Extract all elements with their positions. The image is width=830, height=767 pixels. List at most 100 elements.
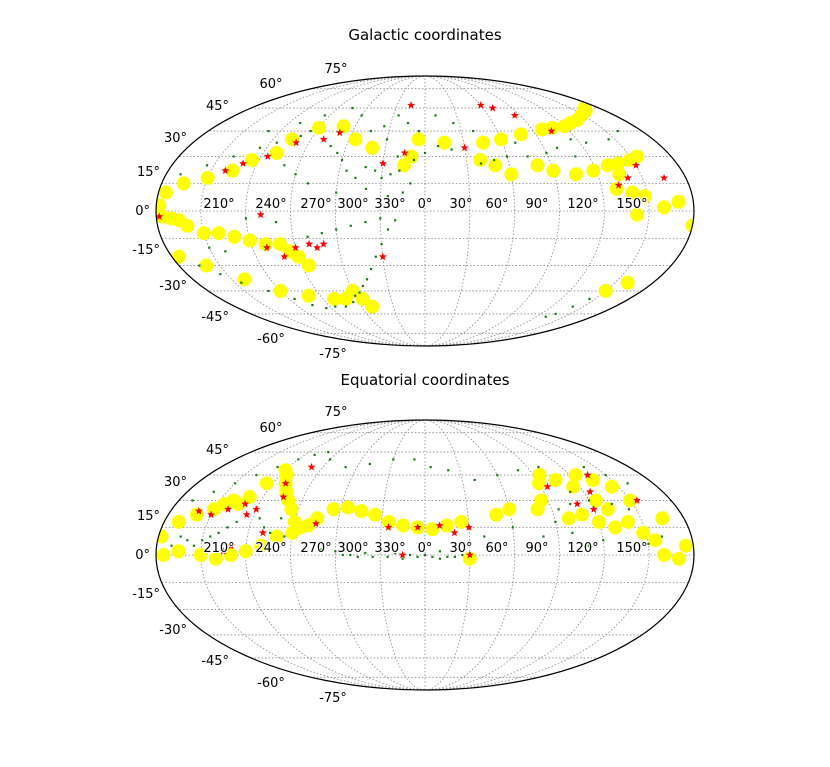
equatorial-large-marker <box>608 520 623 535</box>
equatorial-small-marker <box>269 531 272 534</box>
equatorial-star-marker <box>307 462 316 471</box>
equatorial-star-marker <box>252 505 261 513</box>
galactic-large-marker <box>273 283 288 298</box>
galactic-lat-tick-m45: -45° <box>201 310 229 325</box>
equatorial-lon-gridline <box>424 419 471 691</box>
equatorial-star-marker <box>227 541 236 550</box>
galactic-small-marker <box>198 264 201 267</box>
equatorial-small-marker <box>364 552 367 555</box>
equatorial-frame <box>155 419 695 691</box>
galactic-large-marker <box>612 167 627 182</box>
equatorial-small-marker <box>483 535 486 538</box>
galactic-large-marker <box>620 275 635 290</box>
equatorial-star-marker <box>242 510 251 519</box>
equatorial-large-marker <box>278 463 293 478</box>
galactic-small-marker <box>379 217 382 220</box>
galactic-small-marker <box>335 191 338 194</box>
equatorial-small-marker <box>423 553 427 557</box>
galactic-small-marker <box>555 146 559 149</box>
equatorial-large-marker <box>623 493 638 508</box>
equatorial-small-marker <box>392 458 395 461</box>
galactic-star-marker <box>280 252 289 261</box>
equatorial-large-marker <box>171 514 186 529</box>
equatorial-small-marker <box>537 465 540 469</box>
galactic-large-marker <box>227 229 242 244</box>
galactic-large-marker <box>476 135 490 150</box>
galactic-star-marker <box>488 103 497 112</box>
galactic-lat-tick-m30: -30° <box>159 279 187 294</box>
equatorial-small-marker <box>179 535 182 538</box>
equatorial-small-marker <box>341 553 344 557</box>
galactic-star-marker <box>292 138 301 147</box>
galactic-small-marker <box>364 221 367 224</box>
equatorial-lat-tick-45: 45° <box>206 443 229 458</box>
galactic-small-marker <box>397 114 400 117</box>
galactic-small-marker <box>293 297 296 301</box>
galactic-star-marker <box>156 212 164 220</box>
equatorial-small-marker <box>226 526 229 529</box>
galactic-small-marker <box>479 162 483 165</box>
galactic-small-marker <box>360 114 363 117</box>
equatorial-lon-gridline <box>424 419 560 691</box>
galactic-star-marker <box>319 239 328 248</box>
galactic-large-marker <box>301 288 316 303</box>
equatorial-small-marker <box>473 478 476 482</box>
galactic-large-marker <box>513 127 528 142</box>
equatorial-small-marker <box>438 550 442 553</box>
galactic-small-marker <box>380 243 383 246</box>
galactic-small-marker <box>434 114 437 117</box>
equatorial-small-marker <box>516 469 520 472</box>
equatorial-star-marker <box>279 492 288 501</box>
equatorial-star-marker <box>583 470 592 479</box>
galactic-small-marker <box>274 221 278 224</box>
galactic-small-marker <box>571 305 574 308</box>
equatorial-large-marker <box>591 514 606 529</box>
galactic-lat-tick-m60: -60° <box>257 332 285 347</box>
galactic-small-marker <box>569 138 572 141</box>
galactic-large-marker <box>225 163 240 178</box>
equatorial-lon-tick-150: 150° <box>616 541 647 556</box>
galactic-small-marker <box>401 191 404 194</box>
equatorial-lat-tick-0: 0° <box>135 548 150 563</box>
galactic-large-marker <box>630 207 645 222</box>
equatorial-large-marker <box>566 479 581 494</box>
equatorial-star-marker <box>258 528 267 537</box>
galactic-large-marker <box>671 194 686 209</box>
galactic-large-marker <box>569 167 583 182</box>
galactic-small-marker <box>364 165 367 169</box>
galactic-large-marker <box>365 299 380 314</box>
equatorial-large-marker <box>242 489 257 504</box>
equatorial-star-marker <box>543 482 552 491</box>
equatorial-large-marker <box>368 507 383 522</box>
equatorial-small-marker <box>233 482 237 485</box>
galactic-large-marker <box>530 158 545 173</box>
equatorial-small-marker <box>371 555 374 558</box>
galactic-large-marker <box>546 163 561 178</box>
galactic-title: Galactic coordinates <box>348 26 501 44</box>
galactic-star-marker <box>291 243 300 252</box>
equatorial-small-marker <box>327 450 330 454</box>
equatorial-small-marker <box>394 552 397 555</box>
equatorial-small-marker <box>368 462 371 466</box>
equatorial-large-marker <box>600 502 615 517</box>
galactic-small-marker <box>472 129 475 133</box>
equatorial-lat-tick-75: 75° <box>324 405 347 420</box>
galactic-small-marker <box>320 232 323 235</box>
equatorial-lon-tick-0: 0° <box>418 541 433 556</box>
equatorial-large-marker <box>293 520 308 535</box>
galactic-lon-tick-90: 90° <box>525 197 548 212</box>
equatorial-large-marker <box>530 502 545 517</box>
galactic-star-marker <box>510 111 519 119</box>
galactic-lon-tick-0: 0° <box>418 197 433 212</box>
galactic-lon-tick-120: 120° <box>567 197 598 212</box>
equatorial-lat-ticks: 75° 60° 45° 30° 15° 0° -15° -30° -45° -6… <box>132 405 347 706</box>
galactic-large-marker <box>199 258 214 273</box>
equatorial-small-marker <box>587 499 591 502</box>
galactic-lon-tick-210: 210° <box>203 197 234 212</box>
equatorial-lon-tick-90: 90° <box>525 541 548 556</box>
galactic-large-marker <box>269 145 284 160</box>
galactic-small-marker <box>351 106 354 110</box>
galactic-small-marker <box>208 246 211 249</box>
equatorial-small-marker <box>186 539 189 542</box>
galactic-small-marker <box>354 294 357 297</box>
